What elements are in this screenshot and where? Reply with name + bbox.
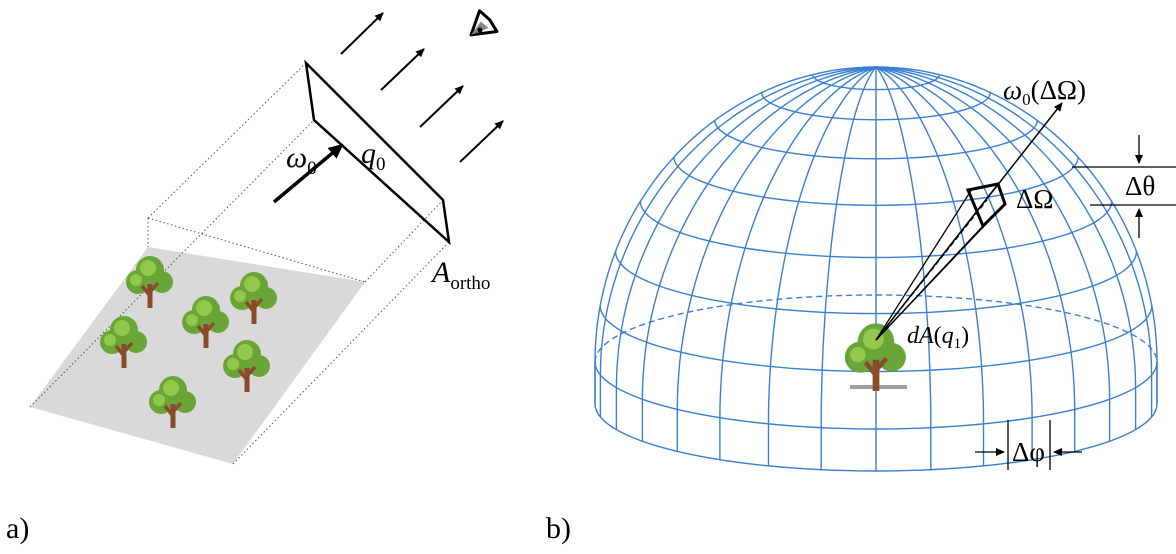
q0-label: q0 bbox=[361, 137, 386, 175]
dome-gridline bbox=[594, 66, 877, 404]
delta-phi-marker bbox=[975, 420, 1082, 470]
dome-gridline bbox=[875, 66, 985, 466]
panel-a: ω0 q0 Aortho bbox=[29, 9, 504, 465]
view-cone bbox=[875, 183, 1006, 341]
dome-gridline bbox=[615, 66, 877, 430]
dome-gridline bbox=[875, 66, 1076, 452]
dome-gridline bbox=[875, 66, 932, 470]
eye-icon bbox=[469, 9, 499, 37]
delta-theta-label: Δθ bbox=[1125, 171, 1155, 201]
dome-gridline bbox=[599, 66, 877, 418]
ground-plane bbox=[30, 247, 365, 464]
omega0-label: ω0 bbox=[286, 141, 317, 179]
omega-direction-arrow-b bbox=[875, 102, 1063, 341]
view-ray-arrows bbox=[340, 12, 504, 163]
dome-gridline bbox=[719, 66, 877, 460]
tree-icon bbox=[845, 323, 906, 391]
delta-omega-label: ΔΩ bbox=[1016, 184, 1053, 214]
ortho-plane bbox=[304, 59, 451, 246]
dome-gridline bbox=[875, 66, 1158, 404]
dome-gridline bbox=[594, 294, 1158, 363]
dome-gridline bbox=[875, 66, 1111, 442]
dome-gridline bbox=[820, 66, 877, 470]
dome-gridline bbox=[641, 66, 877, 442]
dome-gridline bbox=[676, 66, 877, 452]
projection-lines bbox=[29, 62, 450, 465]
delta-theta-marker bbox=[1072, 135, 1176, 238]
omega-direction-arrow bbox=[272, 143, 344, 204]
panel-b-label: b) bbox=[546, 512, 571, 545]
panel-b: ω0(ΔΩ) ΔΩ Δθ Δφ dA(q1) bbox=[594, 66, 1176, 472]
omega-delta-omega-label: ω0(ΔΩ) bbox=[1003, 75, 1086, 109]
solid-angle-patch bbox=[965, 182, 1007, 229]
hemisphere-grid bbox=[594, 66, 1158, 472]
delta-phi-label: Δφ bbox=[1012, 437, 1045, 467]
panel-a-label: a) bbox=[6, 512, 30, 545]
dome-gridline bbox=[875, 66, 1137, 430]
dome-gridline bbox=[767, 66, 877, 466]
dA-q1-label: dA(q1) bbox=[907, 323, 969, 352]
dome-gridline bbox=[875, 66, 1153, 418]
a-ortho-label: Aortho bbox=[430, 256, 490, 294]
